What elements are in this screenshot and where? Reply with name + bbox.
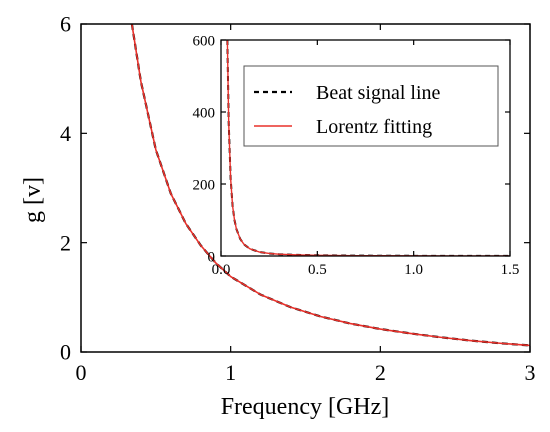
legend: Beat signal line Lorentz fitting: [243, 65, 499, 147]
legend-label-lorentz-fitting: Lorentz fitting: [316, 116, 432, 138]
main-x-tick-label: 2: [375, 360, 386, 385]
main-y-axis-label: g [v]: [20, 177, 46, 223]
inset-frame: [220, 39, 511, 257]
inset-x-tick-label: 1.0: [404, 262, 423, 278]
main-frame: [80, 23, 531, 353]
main-x-tick-label: 1: [225, 360, 236, 385]
main-y-tick-label: 2: [60, 230, 71, 255]
main-plot-area: 0 1 2 3 0 2 4 6: [60, 12, 536, 385]
main-y-tick-label: 4: [60, 121, 71, 146]
inset-y-tick-label: 600: [193, 33, 216, 49]
main-x-tick-label: 0: [76, 360, 87, 385]
legend-box: [243, 65, 499, 147]
legend-label-beat-signal-line: Beat signal line: [316, 82, 441, 104]
inset-y-tick-label: 0: [208, 249, 216, 265]
inset-y-tick-label: 400: [193, 105, 216, 121]
main-y-tick-label: 6: [60, 12, 71, 37]
main-x-tick-label: 3: [525, 360, 536, 385]
main-x-axis-label: Frequency [GHz]: [221, 394, 390, 420]
main-series-lorentz-fitting: [131, 24, 530, 347]
inset-x-tick-label: 0.5: [308, 262, 327, 278]
main-y-tick-label: 0: [60, 340, 71, 365]
inset-x-tick-label: 0.0: [212, 262, 231, 278]
inset-x-tick-label: 1.5: [501, 262, 520, 278]
inset-y-tick-label: 200: [193, 177, 216, 193]
inset-plot-area: 0.0 0.5 1.0 1.5 0 200 400 600 Beat signal line Lo…: [193, 33, 520, 278]
